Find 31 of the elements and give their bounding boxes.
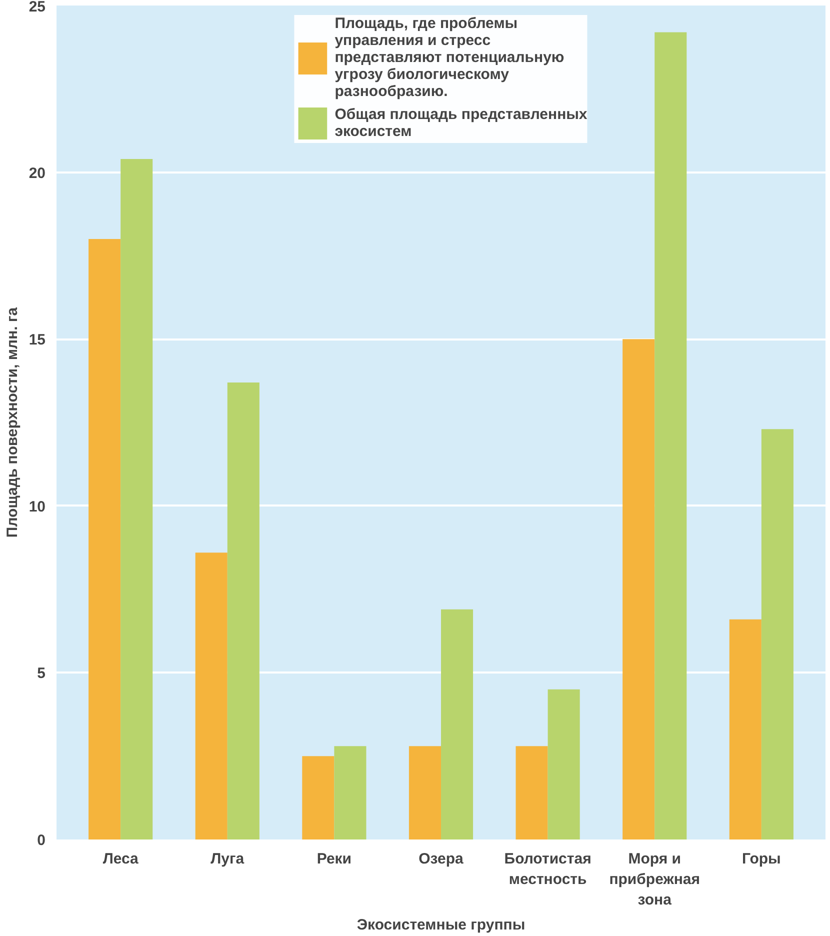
x-tick-label: Реки [316,850,352,868]
y-tick-label: 5 [37,665,46,682]
bar [761,429,794,840]
bar [654,32,687,840]
bar [729,619,762,840]
bar [120,158,153,840]
y-tick-label: 25 [28,0,46,16]
bar [88,239,121,840]
bar [302,756,334,840]
bar [622,339,655,840]
x-tick-label: Горы [742,850,781,868]
bar [441,609,474,840]
y-tick-label: 0 [37,832,46,849]
bar [516,746,548,840]
x-tick-label: Озера [418,850,464,868]
bar [227,382,260,840]
bar [334,746,366,840]
x-tick-label: Леса [102,850,140,868]
legend-label: Площадь, где проблемы управления и стресс представляют потенциальную угрозу биологическому разнообразию. [334,15,564,100]
x-axis-title: Экосистемные группы [356,916,526,934]
x-tick-label: Болотистая местность [504,850,592,888]
legend-label: Общая площадь представленных экосистем [334,106,588,140]
y-tick-label: 20 [28,164,46,182]
bar [195,552,228,840]
bar [548,689,580,840]
y-tick-label: 15 [28,332,46,349]
x-tick-label: Луга [210,850,245,868]
y-axis-title: Площадь поверхности, млн. га [4,306,21,538]
x-tick-label: Моря и прибрежная зона [609,850,700,908]
bar [408,746,441,840]
y-tick-label: 10 [28,498,46,516]
